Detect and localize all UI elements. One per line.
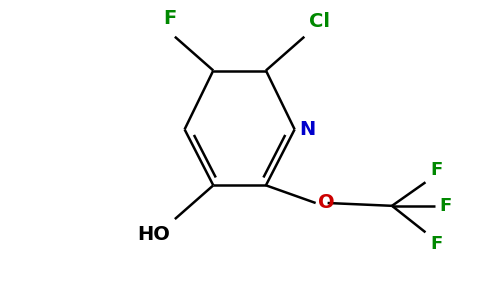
Text: HO: HO	[137, 225, 170, 244]
Text: F: F	[430, 161, 442, 179]
Text: Cl: Cl	[309, 12, 330, 31]
Text: F: F	[164, 9, 177, 28]
Text: F: F	[430, 235, 442, 253]
Text: O: O	[318, 194, 334, 212]
Text: N: N	[300, 120, 316, 139]
Text: F: F	[440, 197, 452, 215]
